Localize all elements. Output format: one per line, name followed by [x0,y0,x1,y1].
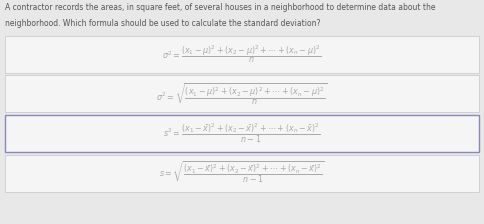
Text: neighborhood. Which formula should be used to calculate the standard deviation?: neighborhood. Which formula should be us… [5,19,320,28]
Text: $\sigma^2 = \sqrt{\dfrac{(x_1-\mu)^2+(x_2-\mu)^2+\cdots+(x_n-\mu)^2}{n}}$: $\sigma^2 = \sqrt{\dfrac{(x_1-\mu)^2+(x_… [156,81,328,107]
Text: $s = \sqrt{\dfrac{(x_1-\bar{x})^2+(x_2-\bar{x})^2+\cdots+(x_n-\bar{x})^2}{n-1}}$: $s = \sqrt{\dfrac{(x_1-\bar{x})^2+(x_2-\… [159,160,325,186]
Text: $\sigma^2 = \dfrac{(x_1-\mu)^2+(x_2-\mu)^2+\cdots+(x_n-\mu)^2}{n}$: $\sigma^2 = \dfrac{(x_1-\mu)^2+(x_2-\mu)… [162,43,322,65]
FancyBboxPatch shape [5,36,479,73]
FancyBboxPatch shape [5,155,479,192]
Text: $s^2 = \dfrac{(x_1-\bar{x})^2+(x_2-\bar{x})^2+\cdots+(x_n-\bar{x})^2}{n-1}$: $s^2 = \dfrac{(x_1-\bar{x})^2+(x_2-\bar{… [163,122,321,145]
FancyBboxPatch shape [5,115,479,152]
Text: A contractor records the areas, in square feet, of several houses in a neighborh: A contractor records the areas, in squar… [5,3,435,12]
FancyBboxPatch shape [5,75,479,112]
